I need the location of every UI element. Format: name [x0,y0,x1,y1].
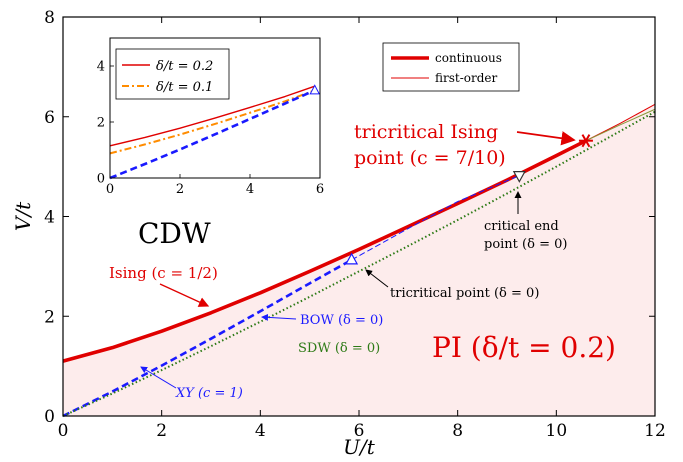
x-tick-label: 0 [58,421,69,441]
xy-arrow [140,366,177,389]
y-tick-label: 4 [44,208,55,228]
inset-series-inset-bow [109,89,316,180]
inset-y-tick-label: 4 [97,60,105,75]
inset-x-tick-label: 4 [246,182,254,197]
series-sdw [62,110,656,417]
inset-x-tick-label: 2 [176,182,184,197]
inset-x-tick-label: 0 [106,182,114,197]
tricritical-point-arrow [365,269,389,288]
bow-arrow [261,313,297,321]
legend: continuous first-order [382,42,520,92]
y-tick-label: 2 [44,307,55,327]
legend-label-first-order: first-order [435,71,498,85]
x-tick-label: 2 [156,421,167,441]
ising-arrow [159,283,210,307]
bow-label: BOW (δ = 0) [300,313,383,328]
x-tick-label: 12 [644,421,666,441]
inset-marker-triangle [309,84,321,95]
series-continuation [585,108,656,142]
inset-legend-box [115,48,230,100]
pi-label: PI (δ/t = 0.2) [432,331,616,364]
series-bow-continuous [62,258,353,418]
x-tick-label: 10 [546,421,568,441]
series-cdw-continuous [62,139,587,363]
y-tick-label: 0 [44,407,55,427]
x-tick-label: 8 [452,421,463,441]
ising-label: Ising (c = 1/2) [109,264,218,282]
inset-y-tick-label: 2 [97,116,105,131]
cdw-label: CDW [138,217,211,250]
y-axis-label: V/t [11,201,35,231]
tricritical-ising-label-1: tricritical Ising [354,121,498,143]
critical-end-label-2: point (δ = 0) [484,237,567,252]
inset-legend-label-01: δ/t = 0.1 [156,80,213,95]
inset-y-tick-label: 0 [97,172,105,187]
x-tick-label: 6 [354,421,365,441]
inset-series-1 [109,89,316,155]
critical-end-label-1: critical end [484,219,559,234]
inset-x-tick-label: 6 [316,182,324,197]
inset-legend-label-02: δ/t = 0.2 [156,59,213,74]
legend-box [382,42,520,92]
marker-critical-end [512,171,526,183]
legend-label-continuous: continuous [435,51,502,65]
series-bow-first-order [351,175,520,261]
tricritical-ising-arrow [516,131,576,146]
y-tick-label: 8 [44,8,55,28]
inset-chart: 0 2 4 6 0 2 4 δ/t = 0.2 δ/t = 0.1 [95,28,335,205]
x-tick-label: 4 [255,421,266,441]
marker-tricritical-point [345,252,359,265]
inset-series-0 [109,85,315,147]
x-axis-label: U/t [343,435,376,459]
xy-label: XY (c = 1) [175,386,243,401]
tricritical-point-label: tricritical point (δ = 0) [390,286,539,301]
marker-tricritical-ising [578,134,593,148]
tricritical-ising-label-2: point (c = 7/10) [354,147,506,169]
sdw-label: SDW (δ = 0) [298,341,380,356]
y-tick-label: 6 [44,108,55,128]
inset-frame [109,37,321,179]
